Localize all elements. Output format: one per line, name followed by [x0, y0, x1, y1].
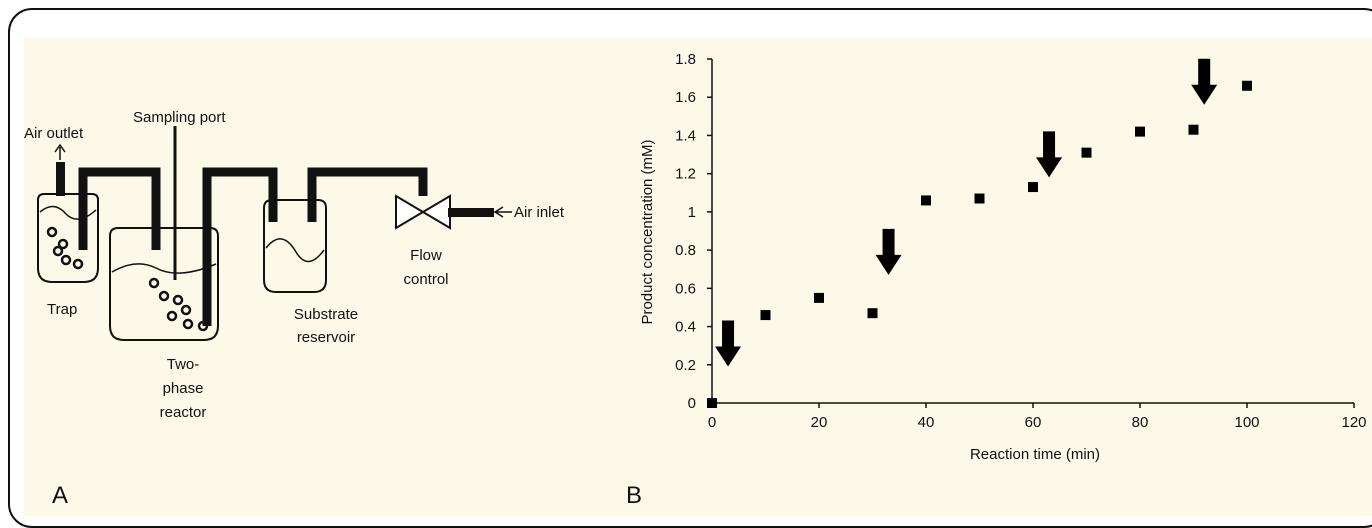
- y-tick-label: 1.8: [675, 51, 696, 68]
- air-outlet-tube: [56, 162, 65, 196]
- flow-control-valve: [395, 194, 451, 230]
- panel-b-background: [620, 38, 1372, 516]
- data-point: [921, 195, 931, 206]
- data-point: [1188, 124, 1199, 135]
- x-tick-label: 20: [811, 414, 828, 431]
- air-inlet-arrow: [493, 206, 512, 218]
- label-flow-line2: control: [403, 271, 448, 288]
- label-air-inlet: Air inlet: [514, 204, 565, 221]
- trap-bubbles: [46, 226, 84, 270]
- data-point: [760, 310, 771, 321]
- data-point: [814, 292, 824, 303]
- x-tick-label: 80: [1132, 414, 1149, 431]
- trap-vessel: [37, 193, 99, 283]
- y-tick-label: 0: [688, 395, 696, 412]
- x-tick-label: 60: [1025, 414, 1042, 431]
- y-tick-label: 1.2: [675, 166, 696, 183]
- data-point: [974, 193, 985, 204]
- y-tick-label: 0.8: [675, 242, 696, 259]
- y-tick-label: 1: [688, 204, 696, 221]
- reactor-vessel: [109, 227, 219, 341]
- air-outlet-arrow: [54, 143, 66, 160]
- data-point: [1242, 80, 1252, 91]
- y-tick-label: 1.6: [675, 89, 696, 106]
- y-tick-label: 0.4: [675, 319, 696, 336]
- x-tick-label: 100: [1234, 414, 1259, 431]
- air-inlet-tube: [448, 208, 494, 217]
- label-reservoir-line1: Substrate: [294, 306, 358, 323]
- chart-ticks: 0 20 40 60 80 100 120 0 0.2 0.4 0.6 0.8 1 1.2 1.4 1.6 1.…: [675, 51, 1366, 431]
- chart-points: [707, 80, 1252, 408]
- y-tick-label: 0.2: [675, 357, 696, 374]
- reservoir-vessel: [263, 199, 327, 293]
- label-trap: Trap: [47, 301, 77, 318]
- reactor-liquid-surface: [111, 263, 217, 274]
- tubing-reactor-reservoir: [202, 167, 278, 326]
- reservoir-liquid-surface: [265, 238, 325, 263]
- label-sampling-port: Sampling port: [133, 109, 226, 126]
- data-point: [867, 308, 878, 319]
- down-arrow-annotation: [1191, 58, 1218, 105]
- data-point: [1028, 182, 1038, 193]
- label-reservoir-line2: reservoir: [297, 329, 355, 346]
- panel-a-background: [24, 38, 620, 516]
- label-reactor-line2: phase: [163, 380, 204, 397]
- tubing-trap-reactor: [78, 167, 161, 250]
- chart-arrows: [715, 58, 1218, 367]
- panel-letter-a: A: [52, 482, 68, 509]
- x-tick-label: 40: [918, 414, 935, 431]
- down-arrow-annotation: [1036, 131, 1063, 178]
- label-air-outlet: Air outlet: [24, 125, 84, 142]
- panel-letter-b: B: [626, 482, 642, 509]
- tubing-reservoir-flow: [307, 167, 428, 222]
- data-point: [1081, 147, 1092, 158]
- y-axis-title: Product concentration (mM): [639, 139, 656, 324]
- x-tick-label: 120: [1341, 414, 1366, 431]
- label-reactor-line1: Two-: [167, 356, 200, 373]
- chart-axes: [711, 59, 1354, 404]
- data-point: [1135, 126, 1145, 137]
- x-tick-label: 0: [708, 414, 716, 431]
- down-arrow-annotation: [715, 320, 742, 367]
- y-tick-label: 1.4: [675, 127, 696, 144]
- label-reactor-line3: reactor: [160, 404, 207, 421]
- y-tick-label: 0.6: [675, 280, 696, 297]
- label-flow-line1: Flow: [410, 247, 442, 264]
- data-point: [707, 398, 717, 408]
- x-axis-title: Reaction time (min): [970, 446, 1100, 463]
- down-arrow-annotation: [875, 228, 902, 275]
